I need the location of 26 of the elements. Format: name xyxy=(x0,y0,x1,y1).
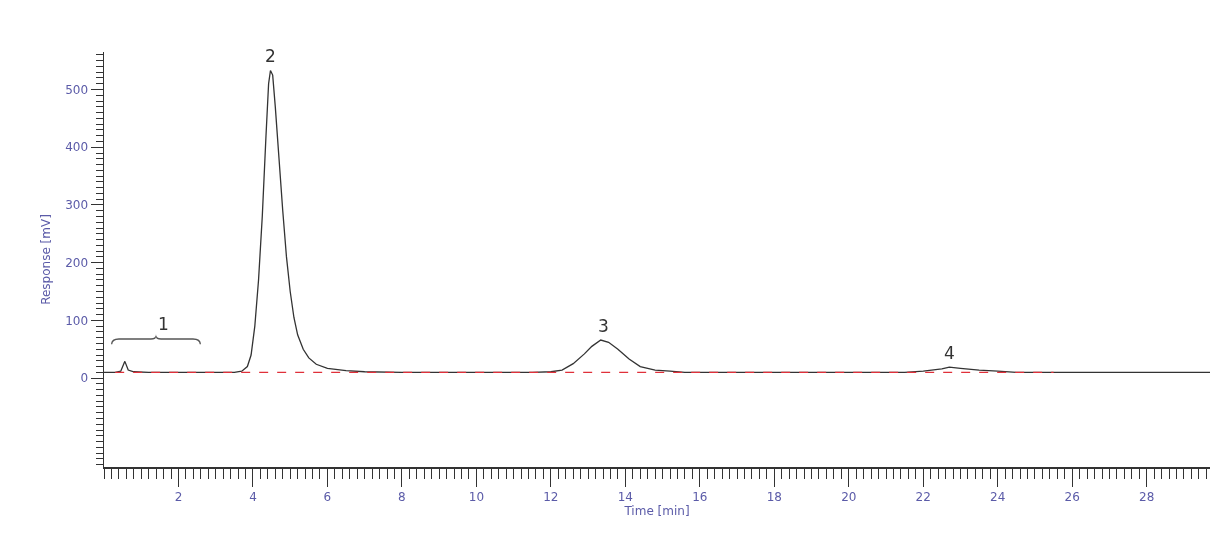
x-tick-label: 16 xyxy=(692,489,708,504)
y-tick-label: 0 xyxy=(80,371,89,386)
x-tick-label: 10 xyxy=(468,489,485,504)
y-tick-label: 400 xyxy=(65,140,89,155)
y-tick-label: 300 xyxy=(65,198,89,213)
y-tick-label: 100 xyxy=(65,313,89,328)
x-tick-label: 26 xyxy=(1064,489,1080,504)
x-tick-label: 28 xyxy=(1139,489,1155,504)
y-axis-title: Response [mV] xyxy=(38,214,53,305)
x-tick-label: 24 xyxy=(990,489,1006,504)
x-axis-title: Time [min] xyxy=(623,503,690,518)
x-tick-label: 14 xyxy=(617,489,633,504)
annotation: 1 xyxy=(158,314,169,334)
x-tick-label: 4 xyxy=(249,489,257,504)
x-tick-label: 6 xyxy=(323,489,332,504)
y-tick-label: 200 xyxy=(65,255,89,270)
annotation: 4 xyxy=(944,343,955,363)
x-tick-label: 8 xyxy=(398,489,406,504)
x-tick-label: 2 xyxy=(174,489,183,504)
x-tick-label: 18 xyxy=(766,489,782,504)
x-tick-label: 20 xyxy=(841,489,857,504)
y-tick-label: 500 xyxy=(65,82,89,97)
x-tick-label: 22 xyxy=(915,489,931,504)
annotation: 3 xyxy=(598,316,609,336)
annotation: 2 xyxy=(265,46,276,66)
x-tick-label: 12 xyxy=(543,489,559,504)
